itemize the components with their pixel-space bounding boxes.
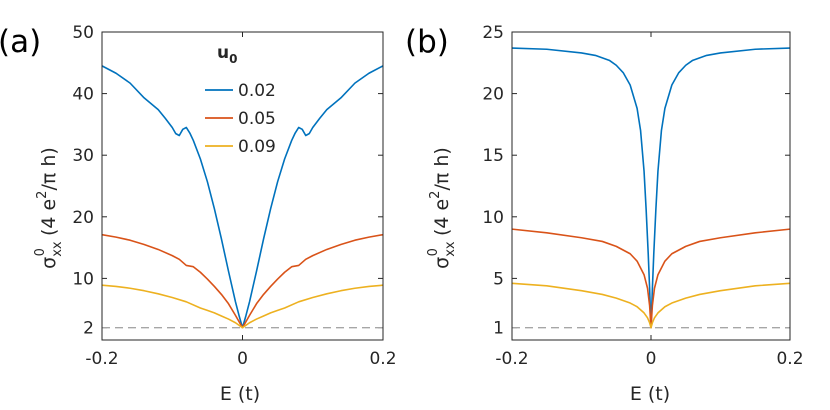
y-tick-label-a-3: 30: [72, 146, 94, 166]
series-b-0.09: [511, 282, 791, 329]
x-tick-label-b-0: -0.2: [495, 349, 528, 369]
x-tick-label-b-1: 0: [646, 349, 657, 369]
series-b-0.02: [511, 47, 791, 329]
x-tick-label-b-2: 0.2: [776, 349, 803, 369]
x-tick-label-a-1: 0: [237, 349, 248, 369]
y-axis-label-a: σxx0 (4 e2/π h): [33, 147, 65, 269]
legend-entry-2: 0.09: [238, 137, 276, 157]
y-tick-label-a-5: 50: [72, 23, 94, 43]
axes-b: [511, 31, 791, 341]
x-tick-label-a-0: -0.2: [85, 349, 118, 369]
legend-entry-0: 0.02: [238, 81, 276, 101]
y-tick-label-a-0: 2: [83, 319, 94, 339]
ylabel-units-b: (4 e: [431, 199, 453, 236]
ylabel-units-sup-b: 2: [428, 191, 443, 199]
y-tick-label-b-2: 10: [482, 208, 504, 228]
legend-title: u0: [217, 43, 237, 66]
ticks-a: -0.2 0 0.2 2 10 20 30 40 50: [72, 23, 396, 369]
axes-a: [101, 31, 384, 341]
y-tick-label-b-1: 5: [493, 269, 504, 289]
x-axis-label-b: E (t): [630, 383, 670, 405]
legend-entry-1: 0.05: [238, 109, 276, 129]
series-a-0.02: [101, 65, 384, 329]
ylabel-sigma-a: σ: [38, 257, 60, 269]
panel-label-a: (a): [0, 24, 41, 60]
y-tick-label-a-1: 10: [72, 269, 94, 289]
y-tick-label-a-4: 40: [72, 85, 94, 105]
ylabel-sub-a: xx: [50, 241, 65, 257]
plot-frame-a: [101, 31, 384, 341]
legend: u0 0.02 0.05 0.09: [205, 43, 276, 157]
y-tick-label-b-0: 1: [493, 319, 504, 339]
ylabel-sup-a: 0: [33, 248, 48, 256]
svg-text:σxx0 (4 e2/π h): σxx0 (4 e2/π h): [33, 147, 65, 269]
series-a-0.05: [101, 233, 384, 329]
ylabel-units-tail-b: /π h): [431, 147, 453, 190]
plot-frame-b: [511, 31, 791, 341]
x-axis-label-a: E (t): [220, 383, 260, 405]
y-tick-label-a-2: 20: [72, 208, 94, 228]
panel-a: (a) σxx0 (4 e2/π h) E (t) -0.2 0 0.2210203…: [0, 23, 397, 405]
panel-label-b: (b): [405, 24, 449, 60]
y-tick-label-b-3: 15: [482, 146, 504, 166]
ylabel-units-a: (4 e: [38, 199, 60, 236]
series-b: [511, 47, 791, 329]
series-a-0.09: [101, 284, 384, 329]
panel-b: (b) σxx0 (4 e2/π h) E (t) -0.2 0 0.2151015…: [405, 23, 804, 405]
ylabel-sup-b: 0: [426, 248, 441, 256]
y-axis-label-b: σxx0 (4 e2/π h): [426, 147, 458, 269]
ylabel-sigma-b: σ: [431, 257, 453, 269]
x-tick-label-a-2: 0.2: [369, 349, 396, 369]
ylabel-units-tail-a: /π h): [38, 147, 60, 190]
svg-text:σxx0 (4 e2/π h): σxx0 (4 e2/π h): [426, 147, 458, 269]
y-tick-label-b-5: 25: [482, 23, 504, 43]
ylabel-units-sup-a: 2: [35, 191, 50, 199]
y-tick-label-b-4: 20: [482, 85, 504, 105]
ylabel-sub-b: xx: [443, 241, 458, 257]
series-a: [101, 65, 384, 329]
